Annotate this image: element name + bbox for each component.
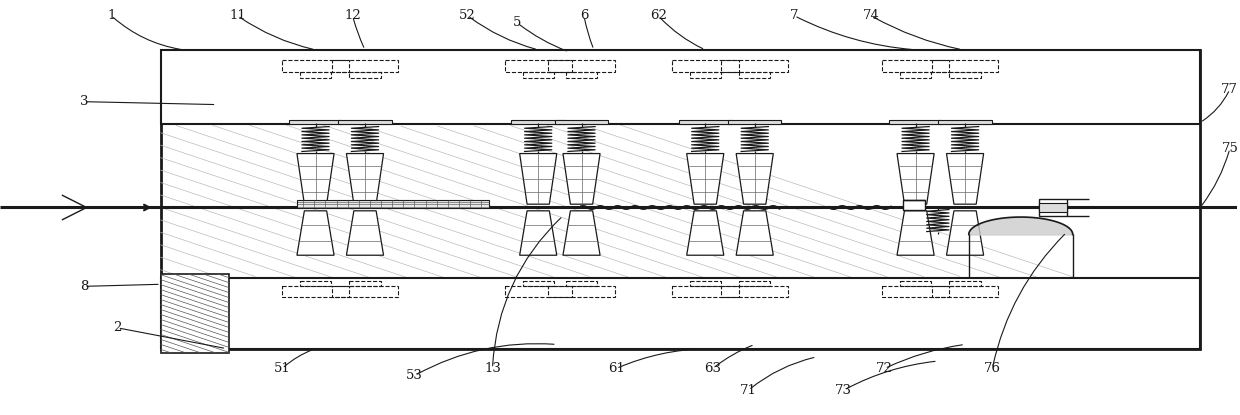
Polygon shape: [897, 211, 934, 255]
Bar: [161, 50, 1200, 349]
Text: 5: 5: [513, 16, 521, 29]
Bar: [161, 274, 229, 353]
Polygon shape: [520, 154, 557, 204]
Text: 52: 52: [459, 9, 476, 22]
Bar: [739, 72, 770, 78]
Bar: [728, 120, 781, 124]
Text: 2: 2: [113, 321, 122, 334]
Bar: [882, 286, 949, 297]
Text: 74: 74: [863, 9, 879, 22]
Bar: [1039, 199, 1066, 216]
Text: 76: 76: [983, 362, 1001, 375]
Bar: [505, 60, 572, 72]
Polygon shape: [737, 154, 774, 204]
Bar: [689, 281, 720, 286]
Polygon shape: [346, 211, 383, 255]
Bar: [331, 286, 398, 297]
Bar: [522, 72, 554, 78]
Bar: [339, 120, 392, 124]
Polygon shape: [563, 154, 600, 204]
Bar: [739, 281, 770, 286]
Text: 71: 71: [740, 383, 756, 397]
Bar: [161, 50, 1200, 124]
Bar: [554, 120, 609, 124]
Bar: [350, 72, 381, 78]
Text: 1: 1: [107, 9, 115, 22]
Text: 72: 72: [877, 362, 893, 375]
Bar: [882, 60, 949, 72]
Bar: [950, 72, 981, 78]
Text: 75: 75: [1221, 142, 1239, 155]
Bar: [300, 281, 331, 286]
Bar: [565, 72, 598, 78]
Bar: [565, 281, 598, 286]
Text: 7: 7: [790, 9, 799, 22]
Polygon shape: [687, 154, 724, 204]
Bar: [900, 281, 931, 286]
Polygon shape: [346, 154, 383, 204]
Bar: [722, 286, 789, 297]
Text: 8: 8: [79, 280, 88, 293]
Bar: [281, 60, 348, 72]
Text: 6: 6: [580, 9, 588, 22]
Bar: [931, 60, 998, 72]
Bar: [505, 286, 572, 297]
Bar: [296, 200, 489, 208]
Bar: [548, 286, 615, 297]
Bar: [548, 60, 615, 72]
Polygon shape: [296, 154, 334, 204]
Polygon shape: [737, 211, 774, 255]
Bar: [678, 120, 732, 124]
Text: 62: 62: [650, 9, 667, 22]
Polygon shape: [946, 154, 983, 204]
Text: 63: 63: [704, 362, 722, 375]
Text: 51: 51: [274, 362, 290, 375]
Bar: [889, 120, 942, 124]
Polygon shape: [520, 211, 557, 255]
Polygon shape: [946, 211, 983, 255]
Polygon shape: [296, 211, 334, 255]
Polygon shape: [897, 154, 934, 204]
Text: 61: 61: [608, 362, 625, 375]
Bar: [672, 286, 739, 297]
Polygon shape: [563, 211, 600, 255]
Text: 53: 53: [405, 369, 423, 382]
Bar: [281, 286, 348, 297]
Text: 73: 73: [836, 383, 852, 397]
Bar: [511, 120, 565, 124]
Bar: [903, 200, 925, 210]
Text: 12: 12: [345, 9, 361, 22]
Text: 13: 13: [484, 362, 501, 375]
Bar: [522, 281, 554, 286]
Bar: [672, 60, 739, 72]
Polygon shape: [687, 211, 724, 255]
Bar: [289, 120, 342, 124]
Bar: [900, 72, 931, 78]
Bar: [689, 72, 720, 78]
Bar: [722, 60, 789, 72]
Bar: [1039, 203, 1066, 212]
Bar: [350, 281, 381, 286]
Bar: [939, 120, 992, 124]
Text: 11: 11: [229, 9, 246, 22]
Bar: [950, 281, 981, 286]
Text: 3: 3: [79, 95, 88, 108]
Text: 77: 77: [1221, 83, 1239, 96]
Bar: [161, 278, 1200, 349]
Bar: [931, 286, 998, 297]
Bar: [331, 60, 398, 72]
Bar: [300, 72, 331, 78]
